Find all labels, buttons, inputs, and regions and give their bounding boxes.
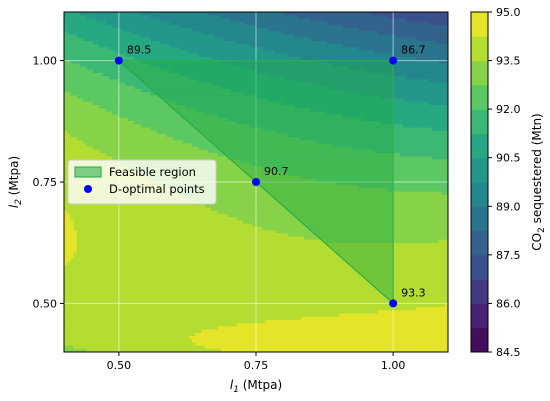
- y-axis-label: l2 (Mtpa): [7, 156, 24, 208]
- colorbar-frame: [470, 11, 489, 353]
- y-axis: 0.50 0.75 1.00: [33, 55, 64, 310]
- contour-fill: [64, 12, 448, 352]
- colorbar-ticks: 84.5 86.0 87.5 89.0 90.5 92.0 93.5 95.0: [488, 6, 521, 359]
- y-tick-label: 0.75: [33, 176, 58, 189]
- d-optimal-point: [114, 56, 123, 65]
- legend-label-d-optimal-points: D-optimal points: [109, 182, 205, 196]
- legend: Feasible region D-optimal points: [67, 159, 217, 205]
- point-value-label: 90.7: [264, 165, 289, 178]
- point-value-label: 93.3: [401, 286, 426, 299]
- colorbar-tick-label: 95.0: [496, 6, 521, 19]
- legend-box: [67, 159, 217, 205]
- d-optimal-point: [252, 178, 260, 186]
- colorbar-tick-label: 87.5: [496, 249, 521, 262]
- y-tick-label: 0.50: [33, 297, 58, 310]
- colorbar-tick-label: 84.5: [496, 346, 521, 359]
- colorbar-fill: [471, 12, 488, 353]
- colorbar-tick-label: 89.0: [496, 200, 521, 213]
- colorbar-tick-label: 90.5: [496, 152, 521, 165]
- d-optimal-point: [389, 56, 398, 65]
- point-value-label: 89.5: [127, 44, 152, 57]
- d-optimal-point: [389, 299, 398, 308]
- colorbar-tick-label: 93.5: [496, 55, 521, 68]
- legend-marker-d-optimal-points: [84, 185, 92, 193]
- legend-swatch-feasible-region: [74, 166, 102, 178]
- x-axis-label: l1 (Mtpa): [230, 378, 282, 395]
- y-tick-label: 1.00: [33, 55, 58, 68]
- x-axis: 0.50 0.75 1.00: [107, 352, 406, 372]
- legend-label-feasible-region: Feasible region: [109, 165, 196, 179]
- colorbar: 84.5 86.0 87.5 89.0 90.5 92.0 93.5 95.0 CO2 seq…: [470, 6, 547, 359]
- x-tick-label: 1.00: [381, 359, 406, 372]
- colorbar-tick-label: 86.0: [496, 297, 521, 310]
- plot-area: 89.5 86.7 90.7 93.3: [63, 11, 449, 353]
- colorbar-label: CO2 sequestered (Mtn): [530, 113, 547, 250]
- d-optimal-points: 89.5 86.7 90.7 93.3: [114, 44, 426, 308]
- x-tick-label: 0.50: [107, 359, 132, 372]
- point-value-label: 86.7: [401, 44, 426, 57]
- x-tick-label: 0.75: [244, 359, 269, 372]
- colorbar-tick-label: 92.0: [496, 103, 521, 116]
